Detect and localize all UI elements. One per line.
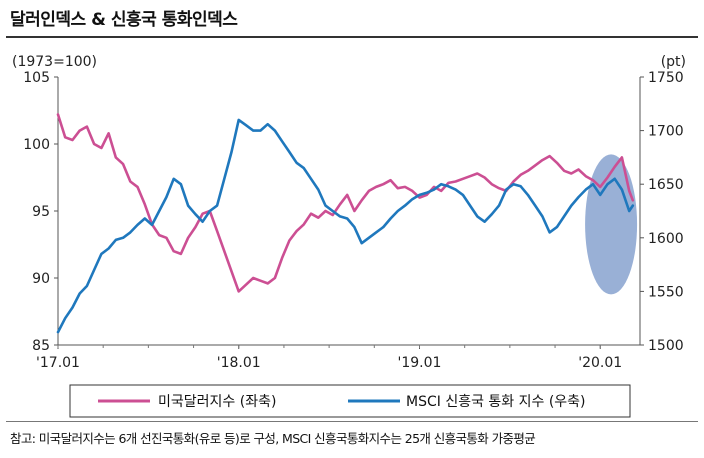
title-divider [6,36,698,38]
left-axis-unit: (1973=100) [12,54,97,70]
highlight [585,154,638,295]
chart: (1973=100) (pt) 85 90 95 100 105 1500 1550 1600… [12,54,686,418]
footnote-divider [6,421,698,422]
x-tick-label: '20.01 [578,355,622,371]
usd-index-line [56,113,635,293]
right-tick-label: 1500 [648,338,684,354]
axes: 85 90 95 100 105 1500 1550 1600 1650 1700 1750 '17.… [23,70,683,371]
right-tick-label: 1650 [648,177,684,193]
highlight-ellipse [585,154,638,295]
msci-em-currency-line [56,118,635,334]
right-tick-label: 1750 [648,70,684,86]
left-tick-label: 100 [23,137,50,153]
footnote: 참고: 미국달러지수는 6개 선진국통화(유로 등)로 구성, MSCI 신흥국… [10,431,536,446]
right-axis-unit: (pt) [661,54,686,70]
right-tick-label: 1700 [648,124,684,140]
left-tick-label: 95 [32,204,50,220]
legend: 미국달러지수 (좌축) MSCI 신흥국 통화 지수 (우축) [69,384,631,418]
series-lines [56,113,635,334]
left-tick-label: 105 [23,70,50,86]
legend-usd-label: 미국달러지수 (좌축) [158,394,276,410]
right-tick-label: 1600 [648,231,684,247]
right-tick-label: 1550 [648,284,684,300]
chart-title: 달러인덱스 & 신흥국 통화인덱스 [10,10,238,30]
x-tick-label: '17.01 [36,355,80,371]
x-tick-label: '19.01 [398,355,442,371]
legend-msci-label: MSCI 신흥국 통화 지수 (우축) [406,394,586,410]
x-tick-label: '18.01 [217,355,261,371]
left-tick-label: 90 [32,271,50,287]
left-tick-label: 85 [32,338,50,354]
